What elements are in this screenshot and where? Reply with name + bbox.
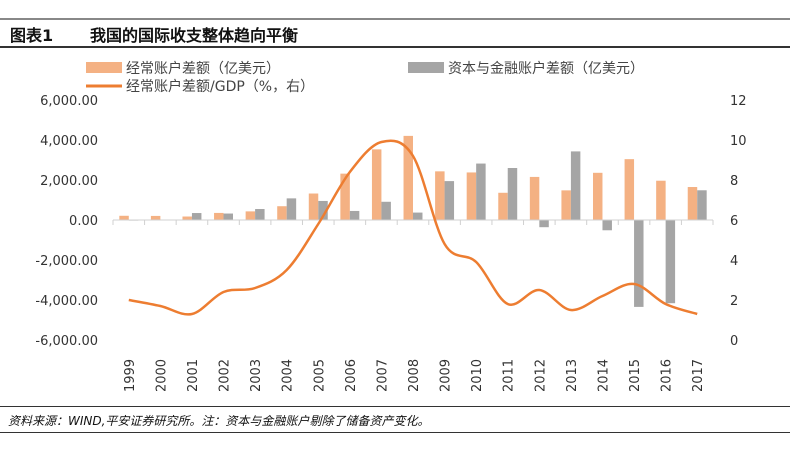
x-tick-label: 2005 [312, 359, 327, 392]
y-tick-label: 6,000.00 [40, 94, 98, 109]
bar-ka [381, 201, 391, 220]
y2-tick-label: 6 [730, 214, 738, 229]
y-tick-label: 0.00 [69, 214, 98, 229]
x-tick-label: 2013 [565, 359, 580, 392]
x-tick-label: 2000 [154, 359, 169, 392]
bar-ca [593, 172, 603, 220]
source-note: 资料来源：WIND,平安证券研究所。注：资本与金融账户剔除了储备资产变化。 [8, 414, 430, 428]
x-tick-label: 2009 [439, 359, 454, 392]
bar-ka [507, 168, 518, 220]
y-tick-label: -2,000.00 [35, 254, 98, 269]
y2-tick-label: 2 [730, 294, 738, 309]
x-tick-label: 2006 [344, 359, 359, 392]
y2-tick-label: 0 [730, 334, 738, 349]
legend-label-line: 经常账户差额/GDP（%，右） [126, 78, 314, 95]
y2-tick-label: 10 [730, 134, 747, 149]
bar-ca [466, 172, 477, 220]
bar-ka [444, 181, 455, 220]
y-tick-label: 2,000.00 [40, 174, 98, 189]
x-tick-label: 2014 [596, 359, 611, 392]
bar-ca [182, 216, 192, 220]
line-ca-gdp [128, 139, 698, 316]
bar-ca [371, 149, 382, 220]
x-tick-label: 2010 [470, 359, 485, 392]
bar-ca [624, 159, 635, 220]
bar-ca [150, 215, 161, 220]
bar-ca [245, 211, 256, 220]
bar-ca [308, 193, 319, 220]
x-tick-label: 2012 [533, 359, 548, 392]
x-tick-label: 2016 [660, 359, 675, 392]
figure-title: 图表1 我国的国际收支整体趋向平衡 [10, 22, 298, 46]
bar-ka [318, 200, 328, 220]
bar-ca [403, 135, 413, 220]
y2-tick-label: 12 [730, 94, 747, 109]
figure-number: 图表1 [10, 26, 54, 45]
legend-label-ca: 经常账户差额（亿美元） [126, 60, 280, 77]
x-tick-label: 2004 [281, 359, 296, 392]
bar-ca [435, 171, 445, 220]
bar-ka [697, 190, 707, 220]
figure-title-text: 我国的国际收支整体趋向平衡 [90, 26, 299, 45]
x-tick-label: 2015 [628, 359, 643, 392]
y-tick-label: 4,000.00 [40, 134, 98, 149]
bar-ca [687, 187, 698, 220]
bar-ka [255, 209, 265, 220]
y-tick-label: -4,000.00 [35, 294, 98, 309]
x-tick-label: 2001 [186, 359, 201, 392]
title-rule [0, 46, 790, 48]
bar-ca [277, 206, 287, 220]
bar-ka [539, 220, 549, 228]
y2-tick-label: 4 [730, 254, 738, 269]
bar-ca [561, 190, 571, 220]
x-tick-label: 1999 [123, 359, 138, 392]
footer-rule [0, 406, 790, 407]
y-tick-label: -6,000.00 [35, 334, 98, 349]
bar-ka [349, 210, 360, 220]
bar-ka [665, 220, 676, 304]
bar-ca [119, 215, 129, 220]
bar-ca [498, 192, 508, 220]
bar-ka [476, 163, 486, 220]
bar-ca [656, 180, 666, 220]
bar-ka [413, 212, 423, 220]
legend-label-ka: 资本与金融账户差额（亿美元） [448, 60, 644, 77]
legend-swatch-ca [86, 62, 122, 73]
x-tick-label: 2002 [218, 359, 233, 392]
legend-swatch-ka [408, 62, 444, 73]
bar-ca [340, 173, 350, 220]
x-tick-label: 2008 [407, 359, 422, 392]
x-tick-label: 2011 [502, 359, 517, 392]
bar-ka [286, 198, 297, 220]
top-rule [0, 18, 790, 20]
bar-ka [634, 220, 644, 307]
footer-rule-bottom [0, 432, 790, 433]
bar-ca [529, 176, 540, 220]
y2-tick-label: 8 [730, 174, 738, 189]
bar-ka [602, 220, 612, 231]
x-tick-label: 2007 [375, 359, 390, 392]
x-tick-label: 2003 [249, 359, 264, 392]
x-tick-label: 2017 [691, 359, 706, 392]
bar-ca [214, 212, 224, 220]
bar-ka [570, 151, 581, 220]
bar-ka [223, 213, 233, 220]
bar-ka [191, 213, 202, 220]
